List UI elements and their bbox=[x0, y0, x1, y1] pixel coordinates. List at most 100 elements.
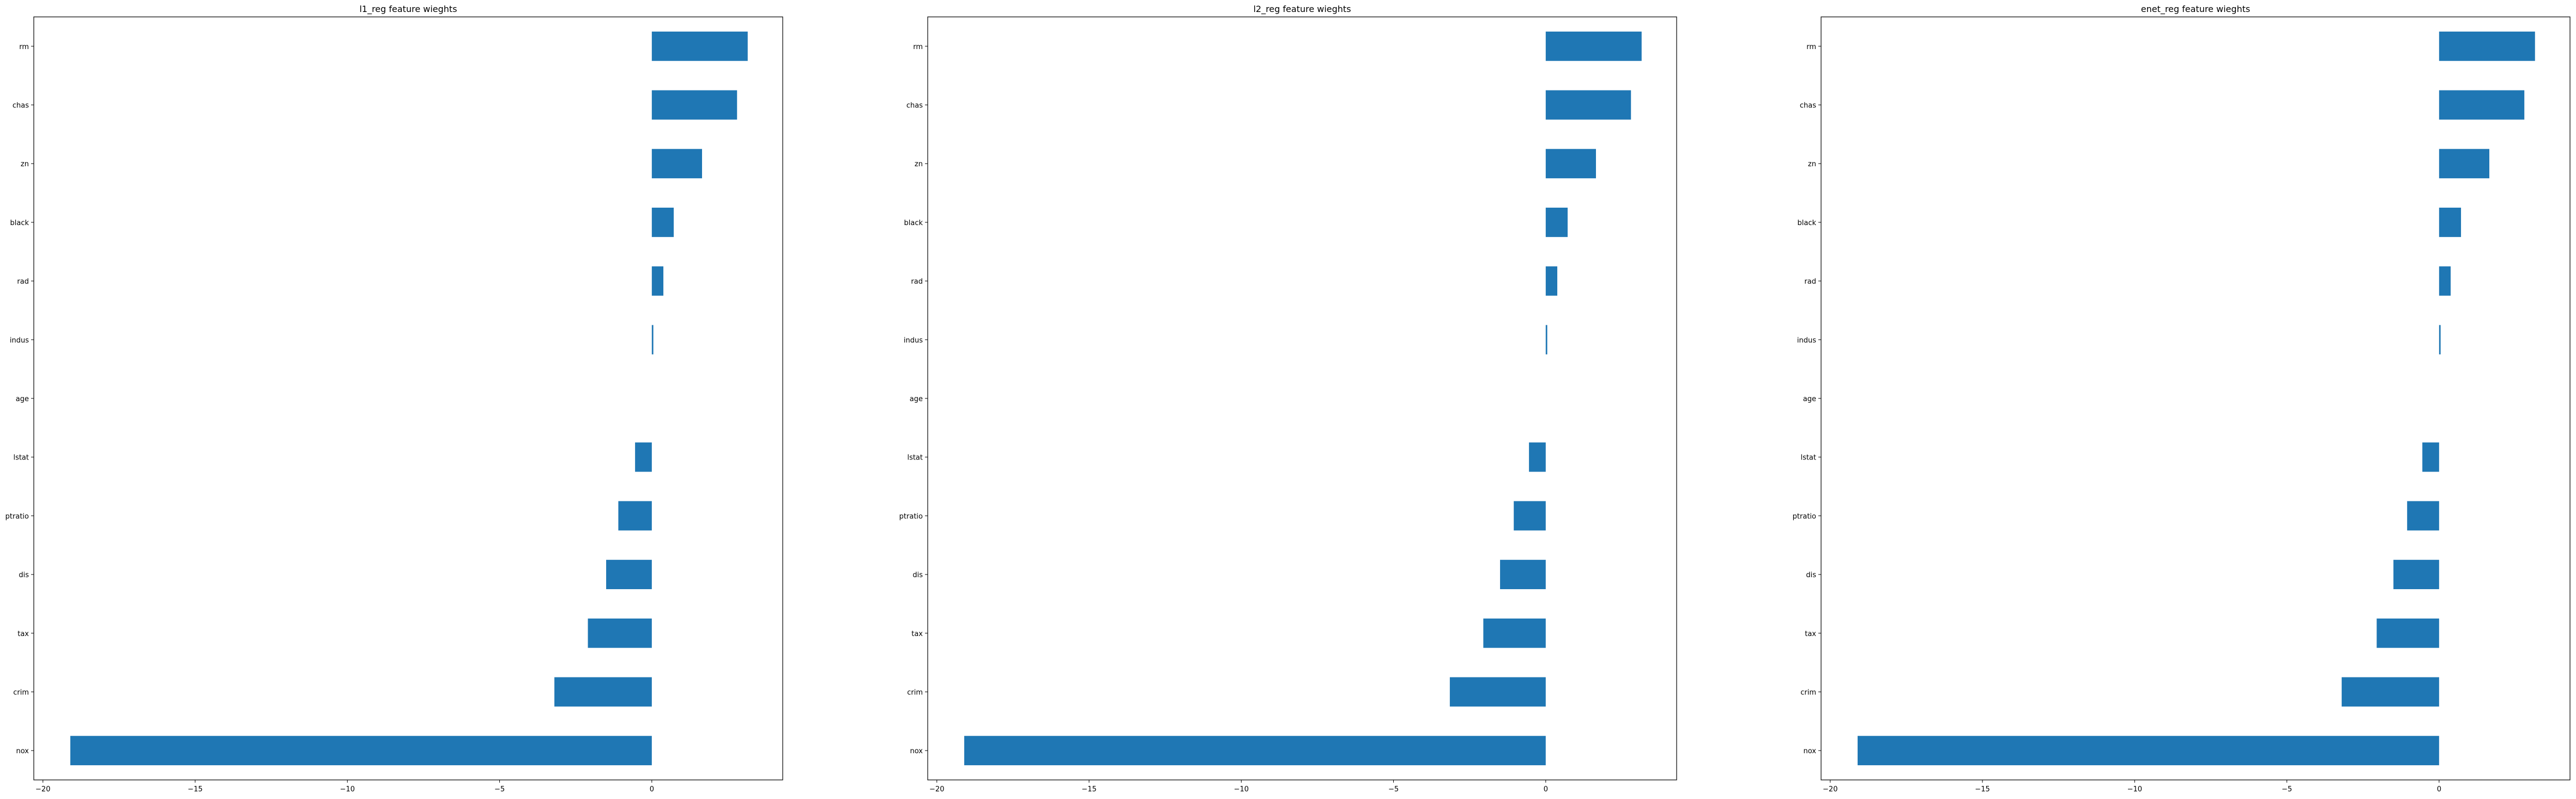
y-tick-label: ptratio bbox=[899, 512, 923, 520]
x-tick-label: −20 bbox=[929, 785, 944, 794]
x-tick-label: −5 bbox=[494, 785, 505, 794]
y-tick-label: rad bbox=[911, 278, 923, 286]
y-tick-label: zn bbox=[1808, 160, 1816, 168]
l2-reg-subplot: l2_reg feature wieghts nox crim tax dis ptra… bbox=[899, 4, 1677, 794]
bar-rad bbox=[2439, 266, 2451, 296]
bar-lstat bbox=[1529, 442, 1546, 472]
bar-indus bbox=[651, 325, 654, 355]
y-tick-label: dis bbox=[1806, 571, 1816, 579]
bar-tax bbox=[588, 618, 652, 648]
bar-black bbox=[2439, 208, 2462, 237]
y-tick-label: indus bbox=[1797, 336, 1816, 344]
y-tick-label: tax bbox=[911, 630, 923, 638]
axes-frame bbox=[1821, 16, 2571, 780]
x-tick-label: 0 bbox=[1544, 785, 1548, 794]
bar-chas bbox=[1545, 90, 1631, 120]
subplot-title: l2_reg feature wieghts bbox=[1253, 4, 1351, 15]
y-tick-label: rm bbox=[913, 43, 923, 51]
y-tick-label: chas bbox=[13, 102, 29, 110]
y-tick-label: lstat bbox=[13, 454, 29, 462]
bar-dis bbox=[1500, 560, 1546, 589]
bar-ptratio bbox=[618, 501, 652, 531]
y-tick-label: rad bbox=[1804, 278, 1816, 286]
y-tick-label: lstat bbox=[907, 454, 923, 462]
x-tick-label: 0 bbox=[650, 785, 654, 794]
x-tick-label: −5 bbox=[2282, 785, 2292, 794]
bar-nox bbox=[70, 736, 652, 766]
x-tick-label: 0 bbox=[2437, 785, 2441, 794]
axes-frame bbox=[927, 16, 1677, 780]
bar-crim bbox=[1449, 677, 1546, 707]
y-tick-label: age bbox=[16, 395, 29, 403]
subplot-title: enet_reg feature wieghts bbox=[2141, 4, 2251, 15]
y-tick-label: rm bbox=[1806, 43, 1816, 51]
x-tick-label: −10 bbox=[2127, 785, 2142, 794]
y-tick-label: crim bbox=[1800, 688, 1816, 697]
bar-nox bbox=[1858, 736, 2439, 766]
bar-indus bbox=[1545, 325, 1547, 355]
bar-chas bbox=[651, 90, 737, 120]
bar-rm bbox=[651, 31, 748, 61]
bar-nox bbox=[964, 736, 1546, 766]
bar-zn bbox=[2439, 149, 2489, 179]
x-tick-label: −15 bbox=[188, 785, 202, 794]
bar-ptratio bbox=[2407, 501, 2439, 531]
bar-indus bbox=[2439, 325, 2441, 355]
subplot-title: l1_reg feature wieghts bbox=[359, 4, 457, 15]
y-tick-label: tax bbox=[17, 630, 29, 638]
bar-chas bbox=[2439, 90, 2525, 120]
bar-crim bbox=[2342, 677, 2439, 707]
y-tick-label: crim bbox=[13, 688, 29, 697]
x-tick-label: −5 bbox=[1388, 785, 1399, 794]
y-tick-label: nox bbox=[16, 747, 29, 755]
y-tick-label: chas bbox=[906, 102, 923, 110]
bar-lstat bbox=[2422, 442, 2439, 472]
l1-reg-subplot: l1_reg feature wieghts nox crim tax dis ptra… bbox=[5, 4, 783, 794]
bar-zn bbox=[651, 149, 702, 179]
y-tick-label: rm bbox=[19, 43, 29, 51]
y-tick-label: age bbox=[910, 395, 923, 403]
axes-frame bbox=[33, 16, 783, 780]
x-tick-label: −10 bbox=[1234, 785, 1249, 794]
y-tick-label: black bbox=[1797, 219, 1816, 227]
bar-rm bbox=[2439, 31, 2535, 61]
y-tick-label: zn bbox=[915, 160, 923, 168]
y-tick-label: rad bbox=[17, 278, 29, 286]
bar-rad bbox=[1545, 266, 1558, 296]
bar-dis bbox=[606, 560, 652, 589]
bar-tax bbox=[2377, 618, 2439, 648]
bar-dis bbox=[2393, 560, 2439, 589]
x-tick-label: −15 bbox=[1081, 785, 1096, 794]
y-tick-label: crim bbox=[907, 688, 923, 697]
bar-black bbox=[1545, 208, 1568, 237]
y-tick-label: age bbox=[1803, 395, 1816, 403]
bar-zn bbox=[1545, 149, 1596, 179]
y-tick-label: tax bbox=[1805, 630, 1816, 638]
x-tick-label: −15 bbox=[1975, 785, 1990, 794]
x-tick-label: −20 bbox=[1823, 785, 1837, 794]
bar-rm bbox=[1545, 31, 1642, 61]
y-tick-label: ptratio bbox=[1793, 512, 1816, 520]
enet-reg-subplot: enet_reg feature wieghts nox crim tax dis pt… bbox=[1793, 4, 2571, 794]
y-tick-label: black bbox=[904, 219, 923, 227]
y-tick-label: zn bbox=[21, 160, 29, 168]
y-tick-label: ptratio bbox=[5, 512, 29, 520]
y-tick-label: chas bbox=[1800, 102, 1816, 110]
y-tick-label: lstat bbox=[1800, 454, 1816, 462]
bar-lstat bbox=[635, 442, 652, 472]
bar-tax bbox=[1483, 618, 1546, 648]
y-tick-label: black bbox=[10, 219, 29, 227]
bar-rad bbox=[651, 266, 664, 296]
y-tick-label: dis bbox=[912, 571, 923, 579]
bar-crim bbox=[554, 677, 652, 707]
x-tick-label: −10 bbox=[340, 785, 355, 794]
y-tick-label: nox bbox=[910, 747, 923, 755]
x-tick-label: −20 bbox=[35, 785, 50, 794]
y-tick-label: indus bbox=[10, 336, 29, 344]
bar-black bbox=[651, 208, 674, 237]
y-tick-label: indus bbox=[904, 336, 923, 344]
bar-ptratio bbox=[1514, 501, 1546, 531]
y-tick-label: dis bbox=[19, 571, 29, 579]
